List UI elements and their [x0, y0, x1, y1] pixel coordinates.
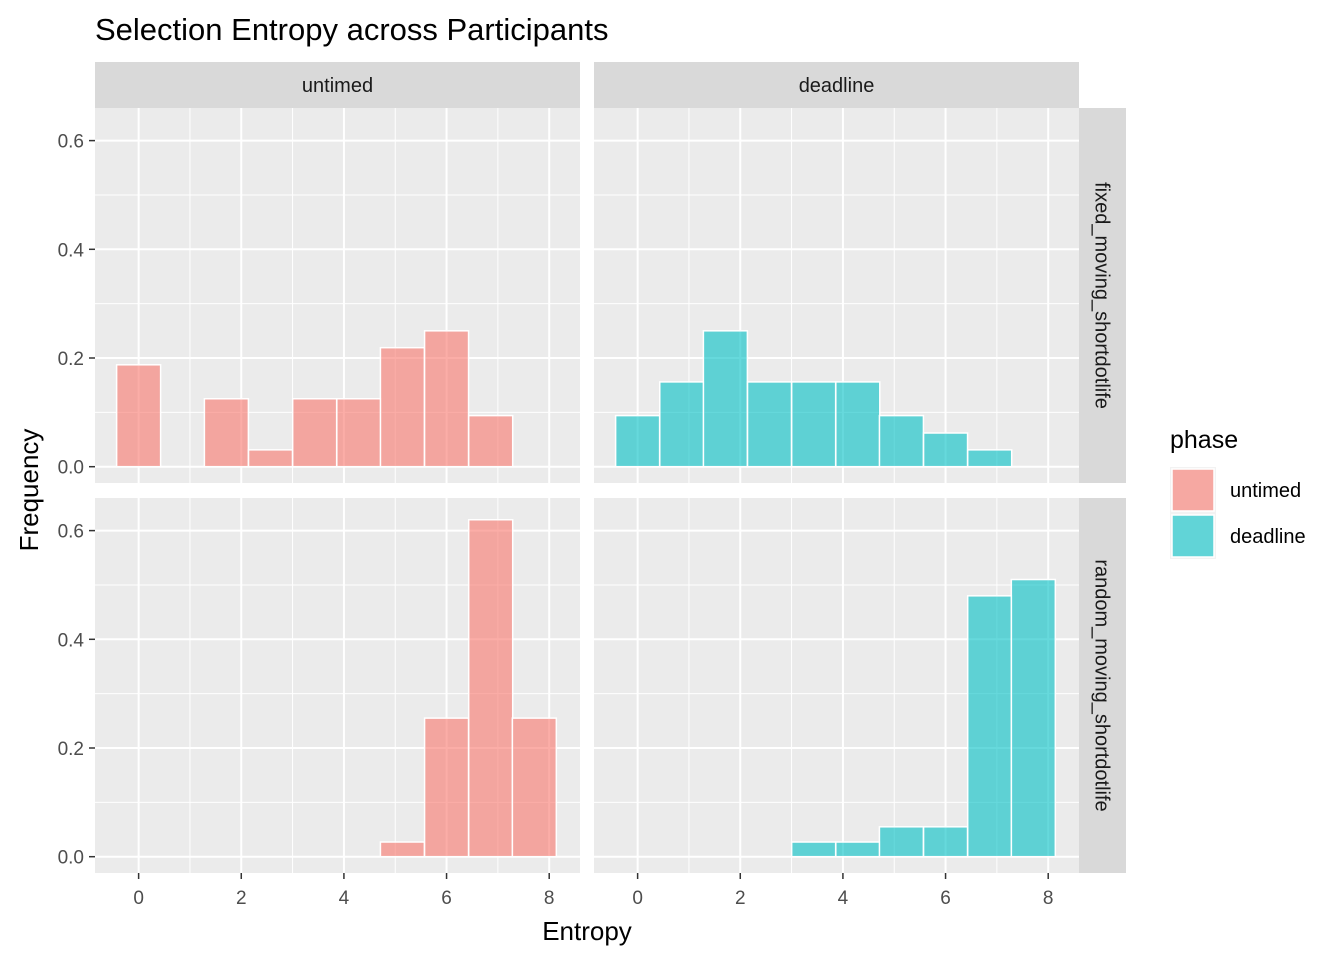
- histogram-bar: [379, 841, 426, 858]
- x-tick-label: 6: [441, 888, 452, 909]
- legend-label: deadline: [1230, 526, 1306, 548]
- histogram-bar: [835, 841, 881, 858]
- histogram-bar: [379, 346, 426, 468]
- x-tick-label: 6: [940, 888, 951, 909]
- histogram-bar: [790, 841, 837, 858]
- x-tick-label: 0: [133, 888, 144, 909]
- histogram-bar: [467, 414, 514, 468]
- x-tick-label: 2: [236, 888, 247, 909]
- legend-swatch: [1171, 514, 1215, 558]
- y-tick-label: 0.0: [58, 458, 84, 479]
- x-tick-label: 2: [735, 888, 746, 909]
- histogram-bar: [922, 826, 969, 858]
- histogram-bar: [966, 595, 1013, 858]
- y-tick-label: 0.6: [58, 522, 84, 543]
- y-tick-label: 0.6: [58, 132, 84, 153]
- x-tick-label: 4: [339, 888, 350, 909]
- chart-title: Selection Entropy across Participants: [95, 12, 608, 47]
- x-tick-label: 4: [838, 888, 849, 909]
- y-tick-label: 0.2: [58, 349, 84, 370]
- histogram-bar: [659, 381, 705, 468]
- histogram-bar: [702, 330, 749, 468]
- facet-strip-label: random_moving_shortdotlife: [1091, 559, 1113, 811]
- histogram-bar: [746, 381, 793, 468]
- legend-label: untimed: [1230, 480, 1301, 502]
- histogram-bar: [423, 330, 470, 468]
- x-tick-label: 8: [544, 888, 555, 909]
- facet-panels: [95, 108, 1079, 873]
- legend-title: phase: [1170, 426, 1238, 454]
- histogram-bar: [1010, 578, 1057, 858]
- axes: 0.0 0.2 0.4 0.6 0.0 0.2 0.4 0.6 0 2 4 6 8 0 2 4 6 8: [58, 132, 1054, 909]
- facet-strip-right: [1079, 498, 1126, 873]
- y-tick-label: 0.4: [58, 240, 85, 261]
- x-tick-label: 8: [1043, 888, 1054, 909]
- legend-swatch: [1171, 468, 1215, 512]
- x-tick-label: 0: [632, 888, 643, 909]
- facet-strip-right: [1079, 108, 1126, 483]
- histogram-bar: [614, 414, 661, 468]
- facet-strips: untimed deadline fixed_moving_shortdotlife…: [95, 62, 1126, 873]
- histogram-bar: [878, 414, 925, 468]
- histogram-bar: [115, 364, 162, 468]
- histogram-bar: [467, 518, 514, 858]
- histogram-bar: [291, 398, 338, 468]
- facet-strip-label: deadline: [799, 75, 875, 97]
- y-axis-title: Frequency: [14, 429, 44, 552]
- facet-strip-top: [95, 62, 580, 108]
- histogram-bar: [203, 398, 250, 468]
- y-tick-label: 0.0: [58, 848, 84, 869]
- y-tick-label: 0.2: [58, 739, 84, 760]
- legend: phase untimed deadline: [1170, 426, 1306, 559]
- histogram-bar: [423, 717, 470, 858]
- facet-strip-top: [594, 62, 1079, 108]
- facet-strip-label: fixed_moving_shortdotlife: [1091, 182, 1113, 409]
- x-axis-title: Entropy: [542, 916, 632, 946]
- histogram-bar: [336, 398, 382, 468]
- histogram-bar: [966, 449, 1013, 468]
- histogram-bar: [878, 826, 925, 858]
- y-tick-label: 0.4: [58, 630, 85, 651]
- histogram-bar: [247, 449, 294, 468]
- facet-strip-label: untimed: [302, 75, 373, 97]
- histogram-bar: [835, 381, 881, 468]
- histogram-bar: [922, 432, 969, 468]
- histogram-bar: [790, 381, 837, 468]
- histogram-bar: [511, 717, 558, 858]
